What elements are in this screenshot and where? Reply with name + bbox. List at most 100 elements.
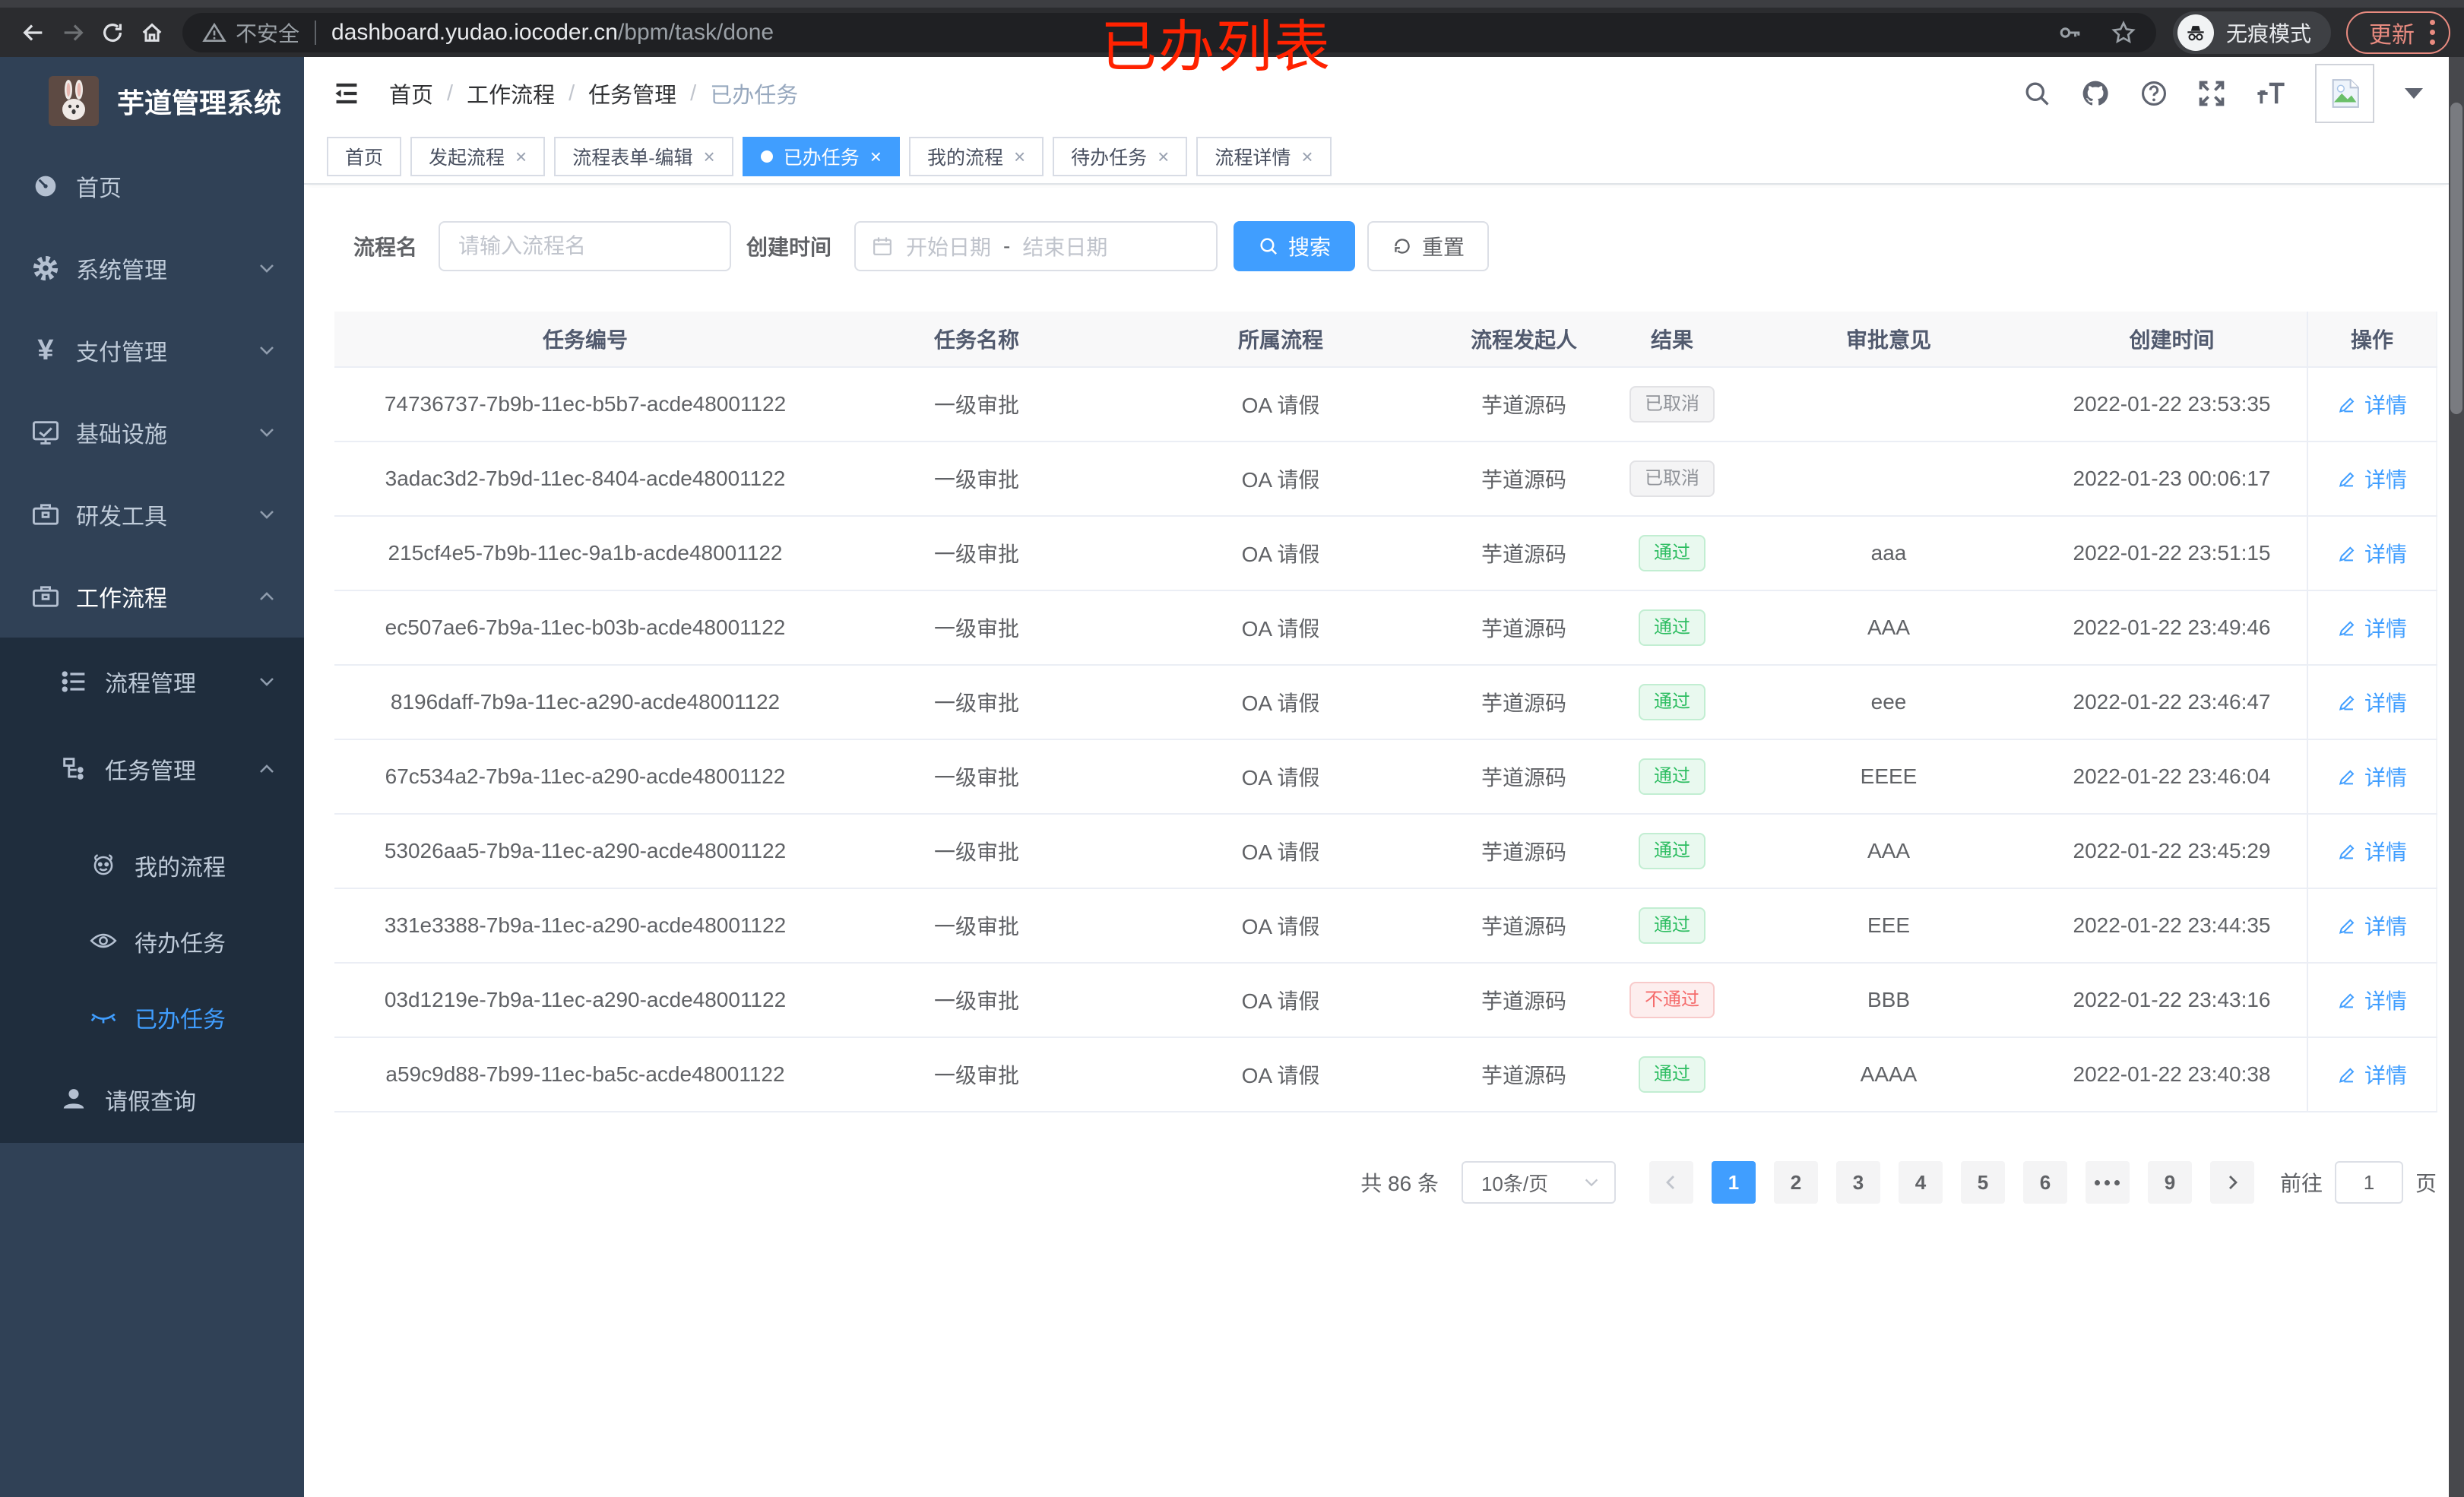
task-id: 53026aa5-7b9a-11ec-a290-acde48001122	[334, 814, 836, 889]
search-icon[interactable]	[2022, 78, 2052, 109]
chevron-up-icon	[257, 587, 277, 606]
font-size-icon[interactable]	[2254, 78, 2288, 109]
sidebar-item-my-process[interactable]: 我的流程	[0, 828, 304, 904]
more-pages-button[interactable]	[2085, 1161, 2130, 1204]
page-scrollbar[interactable]	[2449, 57, 2464, 1497]
chevron-down-icon	[257, 505, 277, 524]
browser-home-button[interactable]	[132, 13, 172, 52]
page-button-2[interactable]: 2	[1773, 1161, 1818, 1204]
detail-link[interactable]: 详情	[2337, 985, 2407, 1015]
sidebar-item-devtools[interactable]: 研发工具	[0, 473, 304, 555]
tab-my-process[interactable]: 我的流程 ×	[908, 137, 1044, 176]
process-name-input[interactable]	[439, 221, 732, 271]
col-created: 创建时间	[2037, 312, 2307, 368]
detail-link[interactable]: 详情	[2337, 910, 2407, 941]
breadcrumb-item[interactable]: 首页	[389, 84, 434, 108]
robot-face-icon	[89, 850, 119, 881]
tab-start-process[interactable]: 发起流程 ×	[410, 137, 546, 176]
page-button-3[interactable]: 3	[1835, 1161, 1880, 1204]
sidebar-collapse-icon[interactable]	[330, 77, 363, 110]
browser-update-button[interactable]: 更新	[2346, 11, 2450, 54]
detail-link-label: 详情	[2364, 468, 2407, 492]
detail-link[interactable]: 详情	[2337, 836, 2407, 866]
next-page-button[interactable]	[2209, 1161, 2254, 1204]
sidebar-item-label: 已办任务	[135, 1008, 226, 1033]
sidebar-item-task-mgmt[interactable]: 任务管理	[0, 725, 304, 812]
bookmark-star-icon[interactable]	[2111, 20, 2136, 46]
password-key-icon[interactable]	[2057, 20, 2083, 46]
fullscreen-icon[interactable]	[2196, 78, 2227, 109]
tab-todo-tasks[interactable]: 待办任务 ×	[1053, 137, 1188, 176]
browser-forward-button[interactable]	[53, 13, 93, 52]
sidebar-item-done-tasks[interactable]: 已办任务	[0, 980, 304, 1055]
address-bar[interactable]: 不安全 dashboard.yudao.iocoder.cn/bpm/task/…	[182, 12, 2156, 52]
browser-menu-icon[interactable]	[2430, 20, 2435, 45]
sidebar-item-infra[interactable]: 基础设施	[0, 391, 304, 473]
page-button-9[interactable]: 9	[2147, 1161, 2192, 1204]
tab-close-icon[interactable]: ×	[869, 145, 882, 168]
sidebar-item-system[interactable]: 系统管理	[0, 227, 304, 309]
page-button-5[interactable]: 5	[1960, 1161, 2005, 1204]
status-badge: 通过	[1639, 758, 1705, 795]
detail-link[interactable]: 详情	[2337, 612, 2407, 643]
breadcrumb-item[interactable]: 工作流程	[467, 84, 556, 108]
tab-close-icon[interactable]: ×	[1301, 145, 1313, 168]
page-button-1[interactable]: 1	[1711, 1161, 1756, 1204]
detail-link[interactable]: 详情	[2337, 1059, 2407, 1090]
sidebar-item-process-mgmt[interactable]: 流程管理	[0, 638, 304, 725]
detail-link[interactable]: 详情	[2337, 464, 2407, 494]
pagination-total: 共 86 条	[1360, 1172, 1439, 1195]
col-process: 所属流程	[1117, 312, 1444, 368]
task-starter: 芋道源码	[1444, 516, 1604, 591]
sidebar-item-workflow[interactable]: 工作流程	[0, 555, 304, 638]
sidebar-item-label: 请假查询	[105, 1089, 196, 1115]
detail-link[interactable]: 详情	[2337, 389, 2407, 419]
github-icon[interactable]	[2079, 78, 2111, 109]
task-opinion: EEEE	[1740, 739, 2037, 815]
tab-close-icon[interactable]: ×	[1158, 145, 1170, 168]
sidebar-item-home[interactable]: 首页	[0, 145, 304, 227]
browser-back-button[interactable]	[14, 13, 53, 52]
sidebar-item-leave-query[interactable]: 请假查询	[0, 1055, 304, 1143]
sidebar-item-todo-tasks[interactable]: 待办任务	[0, 904, 304, 980]
tab-label: 流程详情	[1215, 147, 1291, 169]
chevron-down-icon	[257, 423, 277, 442]
tab-home[interactable]: 首页	[327, 137, 402, 176]
tab-close-icon[interactable]: ×	[515, 145, 527, 168]
scrollbar-thumb[interactable]	[2450, 103, 2462, 414]
search-button-label: 搜索	[1288, 236, 1332, 259]
status-badge: 通过	[1639, 1056, 1705, 1093]
help-icon[interactable]	[2139, 78, 2169, 109]
goto-page-input[interactable]	[2334, 1161, 2403, 1204]
incognito-icon	[2177, 14, 2214, 51]
detail-link-label: 详情	[2364, 989, 2407, 1013]
table-row: 3adac3d2-7b9d-11ec-8404-acde48001122 一级审…	[334, 442, 2437, 517]
task-id: 331e3388-7b9a-11ec-a290-acde48001122	[334, 888, 836, 964]
tab-close-icon[interactable]: ×	[703, 145, 715, 168]
date-range-picker[interactable]: 开始日期 - 结束日期	[854, 221, 1218, 271]
detail-link[interactable]: 详情	[2337, 538, 2407, 568]
avatar-caret-icon[interactable]	[2405, 88, 2423, 99]
page-button-6[interactable]: 6	[2022, 1161, 2067, 1204]
sidebar-item-payment[interactable]: ¥ 支付管理	[0, 309, 304, 391]
status-badge: 通过	[1639, 535, 1705, 571]
page-button-4[interactable]: 4	[1898, 1161, 1943, 1204]
start-date-input[interactable]: 开始日期	[906, 236, 992, 259]
detail-link[interactable]: 详情	[2337, 761, 2407, 792]
breadcrumb-item[interactable]: 任务管理	[588, 84, 677, 108]
col-actions: 操作	[2307, 312, 2437, 368]
prev-page-button[interactable]	[1648, 1161, 1693, 1204]
task-starter: 芋道源码	[1444, 665, 1604, 740]
tab-process-detail[interactable]: 流程详情 ×	[1196, 137, 1332, 176]
tab-form-edit[interactable]: 流程表单-编辑 ×	[554, 137, 733, 176]
avatar[interactable]	[2315, 64, 2374, 123]
task-starter: 芋道源码	[1444, 888, 1604, 964]
tab-done-tasks[interactable]: 已办任务 ×	[742, 137, 900, 176]
detail-link[interactable]: 详情	[2337, 687, 2407, 717]
end-date-input[interactable]: 结束日期	[1022, 236, 1108, 259]
tab-close-icon[interactable]: ×	[1013, 145, 1026, 168]
page-size-select[interactable]: 10条/页	[1461, 1161, 1616, 1204]
browser-reload-button[interactable]	[93, 13, 132, 52]
reset-button[interactable]: 重置	[1367, 221, 1490, 271]
search-button[interactable]: 搜索	[1234, 221, 1356, 271]
